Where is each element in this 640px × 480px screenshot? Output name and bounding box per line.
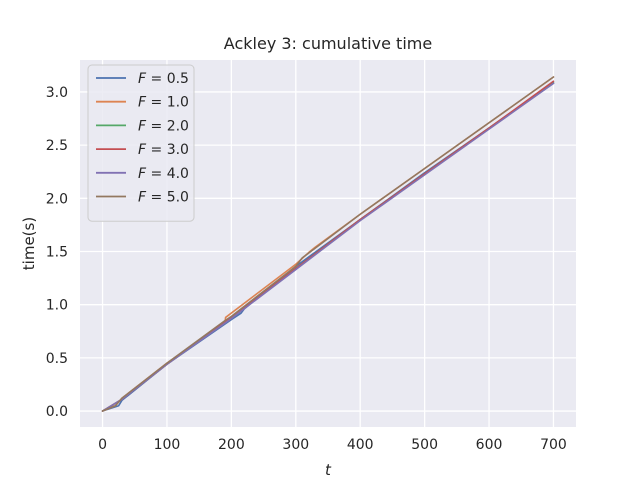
legend-label-symbol: F [138, 118, 147, 134]
x-tick-label: 300 [282, 437, 309, 453]
y-tick-label: 0.0 [46, 404, 68, 420]
legend-label-equals: = [146, 118, 167, 134]
legend-label-symbol: F [138, 71, 147, 87]
y-tick-label: 0.5 [46, 351, 68, 367]
y-axis-label: time(s) [20, 217, 38, 270]
legend-label-equals: = [146, 71, 167, 87]
legend-entry: F = 1.0 [96, 95, 189, 111]
legend-label: F = 1.0 [138, 95, 189, 111]
legend-label-value: 2.0 [167, 118, 189, 134]
legend-label-symbol: F [138, 166, 147, 182]
legend-label-value: 5.0 [167, 190, 189, 206]
x-tick-label: 100 [154, 437, 181, 453]
legend-entry: F = 0.5 [96, 71, 189, 87]
legend-entry: F = 4.0 [96, 166, 189, 182]
chart-title: Ackley 3: cumulative time [224, 34, 432, 53]
legend-label-equals: = [146, 142, 167, 158]
x-tick-label: 600 [476, 437, 503, 453]
legend: F = 0.5F = 1.0F = 2.0F = 3.0F = 4.0F = 5… [87, 64, 195, 222]
x-tick-label: 400 [347, 437, 374, 453]
x-tick-label: 500 [411, 437, 438, 453]
series-line-0 [101, 82, 555, 412]
legend-label-value: 0.5 [167, 71, 189, 87]
legend-label-symbol: F [138, 190, 147, 206]
x-axis-label: t [325, 461, 332, 479]
legend-entry: F = 2.0 [96, 118, 189, 134]
legend-label-equals: = [146, 95, 167, 111]
legend-label-equals: = [146, 190, 167, 206]
series-line-5 [101, 76, 555, 412]
legend-entry: F = 3.0 [96, 142, 189, 158]
legend-entry: F = 5.0 [96, 190, 189, 206]
legend-label: F = 3.0 [138, 142, 189, 158]
legend-label-value: 3.0 [167, 142, 189, 158]
x-tick-label: 700 [540, 437, 567, 453]
y-tick-label: 3.0 [46, 85, 68, 101]
y-tick-label: 1.0 [46, 298, 68, 314]
y-tick-label: 2.5 [46, 138, 68, 154]
legend-label-symbol: F [138, 142, 147, 158]
ticks: 0 100 200 300 400 500 600 700 0.0 0.5 1.0 1.5 2.0 2.5… [46, 85, 567, 453]
legend-label: F = 2.0 [138, 118, 189, 134]
y-tick-label: 1.5 [46, 244, 68, 260]
legend-label-equals: = [146, 166, 167, 182]
y-tick-label: 2.0 [46, 191, 68, 207]
series-layer [101, 76, 555, 412]
legend-label-value: 4.0 [167, 166, 189, 182]
series-line-4 [101, 82, 555, 412]
x-tick-label: 0 [98, 437, 107, 453]
legend-label-symbol: F [138, 95, 147, 111]
legend-label: F = 0.5 [138, 71, 189, 87]
legend-label-value: 1.0 [167, 95, 189, 111]
legend-label: F = 5.0 [138, 190, 189, 206]
legend-box [87, 64, 195, 222]
x-tick-label: 200 [218, 437, 245, 453]
legend-label: F = 4.0 [138, 166, 189, 182]
